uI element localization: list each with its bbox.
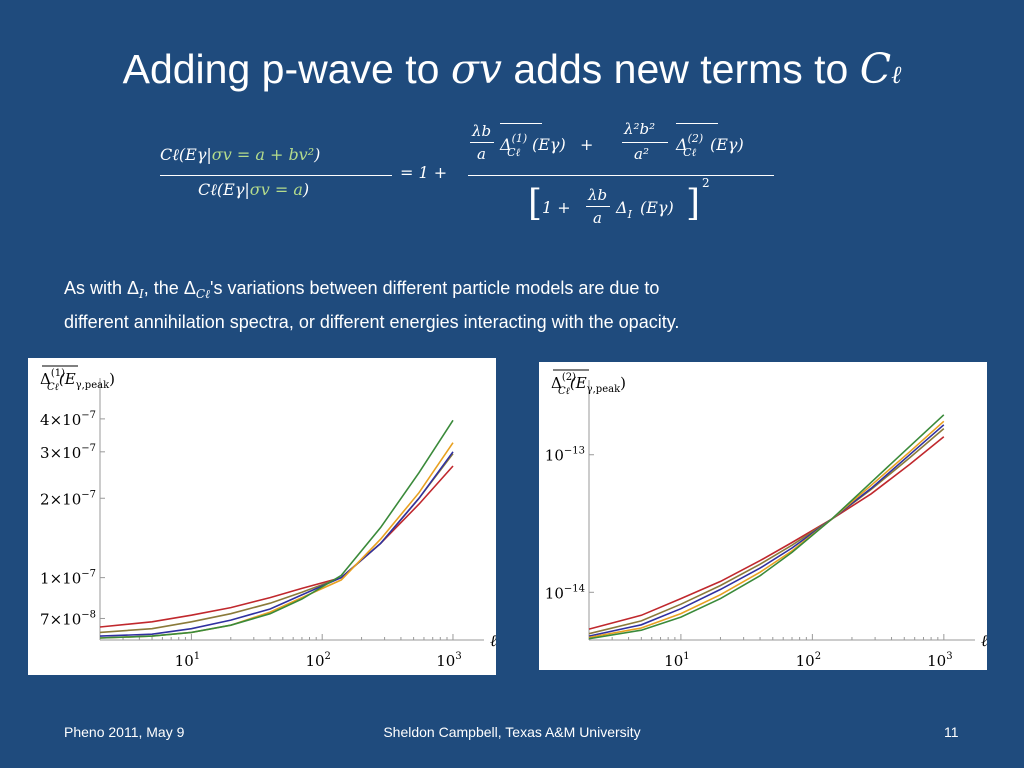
body-line-2: different annihilation spectra, or diffe… xyxy=(64,312,680,332)
slide-number: 11 xyxy=(944,724,959,740)
title-c: C xyxy=(859,45,892,93)
series-line-orange xyxy=(588,420,945,639)
den-coef-bar xyxy=(586,206,610,207)
delta2: Δ(2)Cℓ xyxy=(676,132,704,159)
delta1: Δ(1)Cℓ xyxy=(500,132,528,159)
y-tick-label: 4×10−7 xyxy=(40,410,96,429)
series-line-orange xyxy=(99,442,454,639)
coef1-num: λb xyxy=(472,122,492,140)
den-coef-den: a xyxy=(593,209,602,227)
lhs-denominator: Cℓ(Eγ|σv = a) xyxy=(198,180,310,199)
series-line-olive xyxy=(588,427,945,635)
delta2-overline xyxy=(676,123,718,124)
den-power: 2 xyxy=(702,176,710,190)
x-tick-label: 101 xyxy=(175,651,200,670)
den-close-bracket: ] xyxy=(686,183,701,224)
series-line-green xyxy=(588,414,945,640)
den-one-plus: 1 + xyxy=(542,198,571,217)
x-axis-label: ℓ xyxy=(981,631,987,650)
y-tick-label: 2×10−7 xyxy=(40,489,96,508)
x-tick-label: 103 xyxy=(436,651,461,670)
den-open-bracket: [ xyxy=(528,183,543,224)
coef2-num: λ²b² xyxy=(624,120,656,138)
rhs-plus: + xyxy=(580,135,594,154)
x-axis-label: ℓ xyxy=(490,631,496,650)
body-line-1: As with ΔI, the ΔCℓ's variations between… xyxy=(64,278,660,301)
x-tick-label: 101 xyxy=(664,651,689,670)
coef2-bar xyxy=(622,142,668,143)
lhs-fraction-bar xyxy=(160,175,392,176)
lhs-numerator: Cℓ(Eγ|σv = a + bv²) xyxy=(160,145,321,164)
chart-delta2: 10−13 10−14 101 102 103 ℓ Δ(2)Cℓ(Eγ,peak) xyxy=(539,362,987,670)
equals-one-plus: = 1 + xyxy=(400,163,448,182)
footer-date: Pheno 2011, May 9 xyxy=(64,724,185,740)
y-tick-label: 3×10−7 xyxy=(40,443,96,462)
rhs-fraction-bar xyxy=(468,175,774,176)
delta2-arg: (Eγ) xyxy=(710,135,744,154)
delta1-arg: (Eγ) xyxy=(532,135,566,154)
x-tick-label: 102 xyxy=(796,651,821,670)
den-delta: ΔI xyxy=(616,198,632,221)
coef1-den: a xyxy=(477,145,486,163)
title-ell: ℓ xyxy=(891,60,902,89)
series-line-blue xyxy=(99,451,454,637)
series-line-blue xyxy=(588,424,945,637)
series-line-green xyxy=(99,419,454,639)
delta1-overline xyxy=(500,123,542,124)
den-coef-num: λb xyxy=(588,186,608,204)
y-axis-label: Δ(2) Cℓ(Eγ,peak) xyxy=(551,372,626,397)
coef2-den: a² xyxy=(634,145,649,163)
y-tick-label: 10−14 xyxy=(545,583,585,602)
title-prefix: Adding p-wave to xyxy=(122,46,440,92)
title-middle: adds new terms to xyxy=(513,46,849,92)
series-line-red xyxy=(99,465,454,628)
chart-delta1-svg: 4×10−7 3×10−7 2×10−7 1×10−7 7×10−8 101 102 103 ℓ… xyxy=(40,365,496,670)
footer-author: Sheldon Campbell, Texas A&M University xyxy=(383,724,641,740)
y-axis-label: Δ(1) Cℓ(Eγ,peak) xyxy=(40,368,115,393)
den-arg: (Eγ) xyxy=(640,198,674,217)
y-tick-label: 1×10−7 xyxy=(40,569,96,588)
y-tick-label: 7×10−8 xyxy=(40,609,96,628)
chart-delta1: 4×10−7 3×10−7 2×10−7 1×10−7 7×10−8 101 102 103 ℓ… xyxy=(28,358,496,675)
y-tick-label: 10−13 xyxy=(545,446,585,465)
body-text: As with ΔI, the ΔCℓ's variations between… xyxy=(64,272,944,338)
equation: Cℓ(Eγ|σv = a + bv²) Cℓ(Eγ|σv = a) = 1 + … xyxy=(150,112,850,252)
slide-title: Adding p-wave to σv adds new terms to Cℓ xyxy=(0,42,1024,102)
chart-delta2-svg: 10−13 10−14 101 102 103 ℓ Δ(2)Cℓ(Eγ,peak) xyxy=(545,369,987,670)
x-tick-label: 102 xyxy=(305,651,330,670)
x-tick-label: 103 xyxy=(927,651,952,670)
title-sigma-v: σv xyxy=(450,45,502,93)
coef1-bar xyxy=(470,142,494,143)
series-line-red xyxy=(588,436,945,630)
